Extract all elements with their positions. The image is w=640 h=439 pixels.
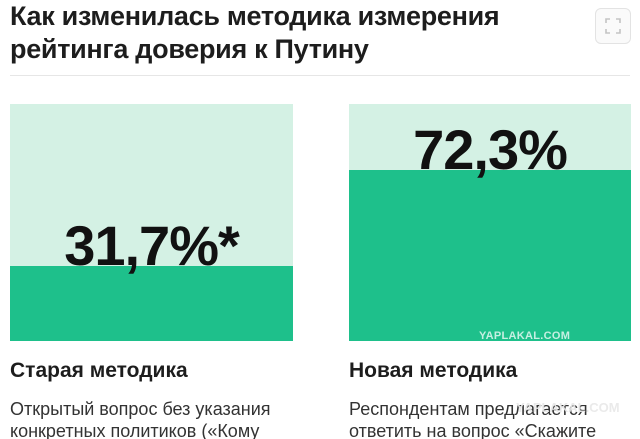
header-divider <box>10 75 630 76</box>
chart-title: Как изменилась методика измерения рейтин… <box>10 1 500 64</box>
bar-panel-new: 72,3% <box>349 104 631 341</box>
method-description-old: Открытый вопрос без указания конкретных … <box>10 399 271 439</box>
expand-button[interactable] <box>595 8 631 44</box>
bar-new-method <box>349 170 631 341</box>
method-description-new: Респондентам предлагается ответить на во… <box>349 399 597 439</box>
bar-value-label-new: 72,3% <box>413 118 568 181</box>
category-label-old: Старая методика <box>10 359 188 382</box>
expand-icon <box>605 18 621 34</box>
watermark: YAPLAKAL.COM <box>479 330 571 342</box>
category-label-new: Новая методика <box>349 359 518 382</box>
bar-old-method <box>10 266 293 341</box>
watermark-bottom: YAPLAKAL.COM <box>516 400 620 415</box>
bar-value-label-old: 31,7%* <box>64 214 240 277</box>
bar-panel-old: 31,7%* <box>10 104 293 341</box>
